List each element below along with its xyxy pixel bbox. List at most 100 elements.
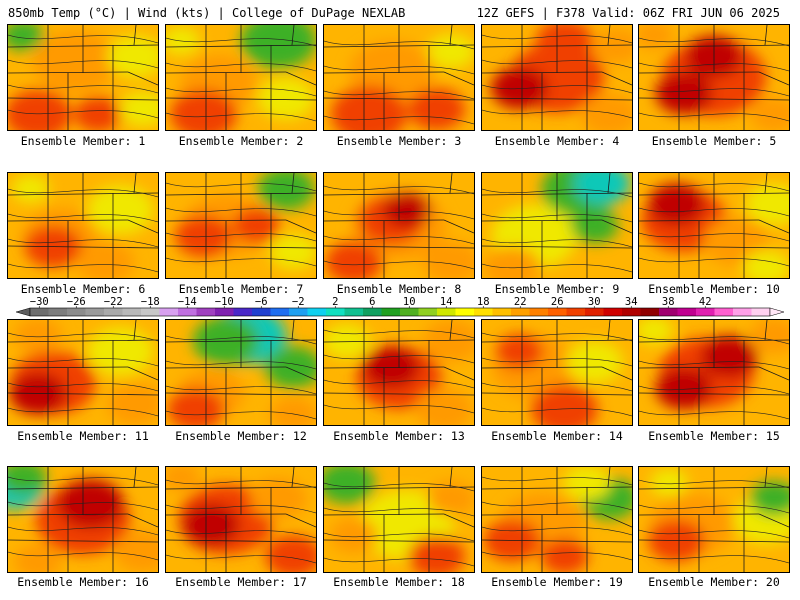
temperature-region [742,250,789,278]
state-boundaries [8,25,158,130]
colorbar-tick-label: 18 [477,296,490,308]
state-boundaries [166,173,316,278]
ensemble-member-map [165,319,317,426]
temperature-region [427,481,474,516]
height-contours [324,40,474,125]
ensemble-member-map [7,172,159,279]
temperature-region [265,535,316,572]
temperature-field [8,320,158,425]
colorbar-swatch [252,308,271,316]
height-contours [639,335,789,420]
colorbar-swatch [104,308,123,316]
temperature-region [57,479,124,529]
temperature-field [639,467,789,572]
colorbar-swatch [492,308,512,316]
colorbar-swatch [159,308,179,316]
temperature-region [566,341,623,383]
height-contours [166,37,316,122]
colorbar-swatch [270,308,290,316]
state-boundaries [482,25,632,130]
colorbar-min-arrow [15,307,31,317]
ensemble-member-map [481,466,633,573]
height-contours [166,182,316,267]
temperature-region [166,467,200,492]
temperature-region [107,383,158,425]
temperature-region [325,241,383,278]
height-contours [639,479,789,564]
ensemble-member-label: Ensemble Member: 17 [175,575,307,589]
ensemble-member-label: Ensemble Member: 15 [648,429,780,443]
ensemble-member-label: Ensemble Member: 9 [494,282,620,296]
temperature-region [192,320,260,366]
temperature-region [107,35,158,78]
ensemble-member-map [165,466,317,573]
colorbar-swatch [30,308,49,316]
colorbar-swatch [289,308,308,316]
state-boundaries [324,467,474,572]
colorbar-tick-label: −18 [141,296,160,308]
state-boundaries [324,25,474,130]
temperature-region [257,173,315,210]
temperature-field [639,173,789,278]
temperature-region [408,88,465,130]
ensemble-member-label: Ensemble Member: 7 [178,282,304,296]
colorbar-swatch [751,308,771,316]
temperature-field [324,173,474,278]
ensemble-member-map [7,466,159,573]
temperature-field [482,25,632,130]
temperature-region [573,173,631,205]
state-boundaries [166,320,316,425]
ensemble-member-label: Ensemble Member: 2 [178,134,304,148]
colorbar-swatch [696,308,715,316]
colorbar-tick-label: −2 [292,296,305,308]
colorbar-swatch [307,308,327,316]
temperature-region [408,535,465,572]
ensemble-member-label: Ensemble Member: 8 [336,282,462,296]
temperature-field [639,25,789,130]
state-boundaries [8,320,158,425]
temperature-region [114,530,158,572]
colorbar-swatch [677,308,697,316]
colorbar-swatch [603,308,623,316]
colorbar-swatch [733,308,752,316]
temperature-region [581,93,632,130]
temperature-region [87,185,154,235]
colorbar-swatch [418,308,438,316]
colorbar-swatch [344,308,364,316]
ensemble-member-label: Ensemble Member: 11 [17,429,149,443]
ensemble-member-map [323,319,475,426]
temperature-field [166,25,316,130]
colorbar-swatch [455,308,475,316]
ensemble-member-map [481,319,633,426]
ensemble-member-map [7,24,159,131]
colorbar-swatch [233,308,253,316]
colorbar-swatch [326,308,345,316]
ensemble-member-map [481,24,633,131]
state-boundaries [8,467,158,572]
temperature-region [330,517,378,553]
temperature-region [563,467,611,501]
ensemble-member-label: Ensemble Member: 20 [648,575,780,589]
ensemble-member-label: Ensemble Member: 14 [491,429,623,443]
colorbar-tick-label: −10 [215,296,234,308]
height-contours [8,34,158,119]
ensemble-member-label: Ensemble Member: 10 [648,282,780,296]
colorbar-swatch [363,308,382,316]
temperature-region [182,503,240,546]
temperature-field [324,467,474,572]
temperature-region [324,467,375,504]
temperature-field [324,25,474,130]
state-boundaries [166,467,316,572]
colorbar-swatch [215,308,234,316]
temperature-field [639,320,789,425]
colorbar-swatch [122,308,142,316]
colorbar-swatch [585,308,604,316]
temperature-region [750,320,789,354]
ensemble-member-label: Ensemble Member: 5 [651,134,777,148]
temperature-region [531,384,598,425]
ensemble-member-label: Ensemble Member: 18 [333,575,465,589]
colorbar-tick-label: 22 [514,296,527,308]
ensemble-member-label: Ensemble Member: 12 [175,429,307,443]
temperature-region [382,192,431,228]
colorbar-swatch [714,308,734,316]
